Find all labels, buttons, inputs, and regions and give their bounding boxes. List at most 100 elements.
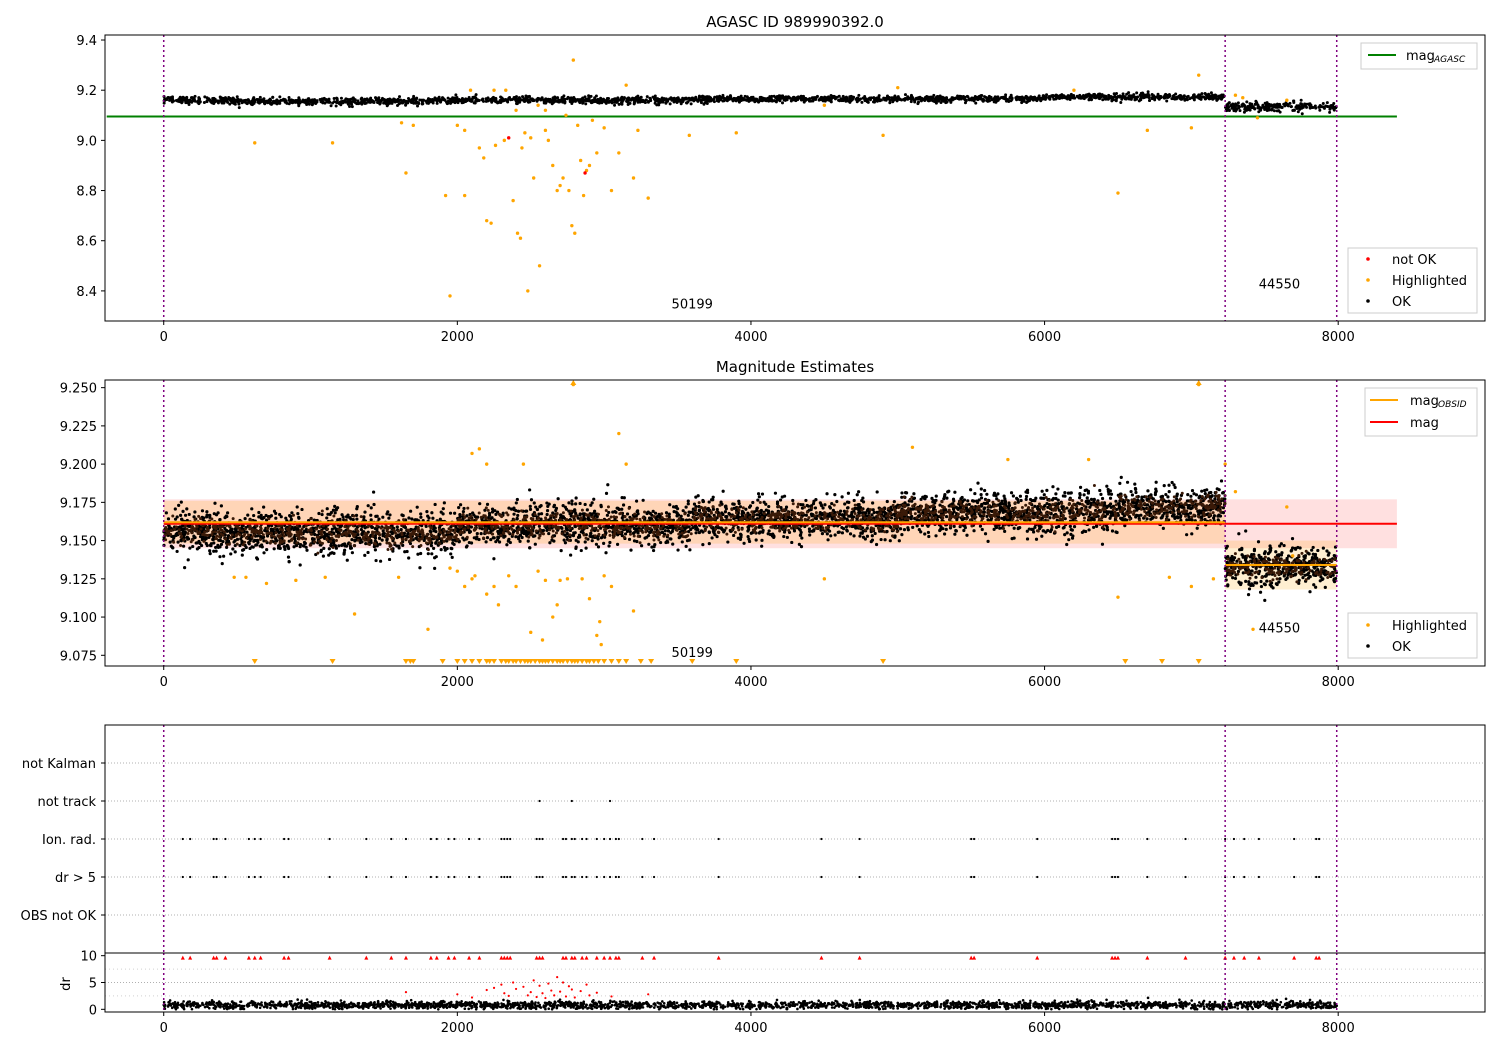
- ok-point: [305, 548, 309, 552]
- ok-point: [222, 554, 226, 558]
- ok-point: [616, 96, 620, 100]
- ok-point: [219, 96, 223, 100]
- ok-point: [821, 99, 825, 103]
- ok-point: [271, 95, 275, 99]
- ok-point: [328, 100, 332, 104]
- ok-point: [979, 96, 983, 100]
- ok-point: [657, 98, 661, 102]
- ok-point: [387, 516, 391, 520]
- highlighted-point: [404, 171, 408, 175]
- ok-point: [1082, 97, 1086, 101]
- ok-point: [219, 504, 223, 508]
- ok-point: [1126, 96, 1130, 100]
- ok-point: [288, 514, 292, 518]
- ok-point: [497, 100, 501, 104]
- ok-point: [695, 527, 700, 532]
- ok-point: [583, 540, 587, 544]
- ok-point: [369, 513, 373, 517]
- ok-point: [567, 501, 571, 505]
- ok-point: [187, 102, 191, 106]
- ok-point: [494, 512, 498, 517]
- ok-point: [499, 95, 503, 99]
- ok-point: [626, 96, 630, 100]
- ok-point: [216, 545, 220, 550]
- ok-point: [284, 99, 288, 103]
- ok-point: [938, 94, 942, 98]
- ok-point: [295, 505, 299, 509]
- ok-point: [1101, 98, 1105, 102]
- ok-point: [711, 498, 715, 502]
- ok-point: [687, 510, 691, 514]
- ok-point: [181, 95, 185, 99]
- highlighted-point: [609, 188, 614, 193]
- ok-point: [477, 537, 481, 542]
- ok-point: [959, 97, 963, 101]
- ok-point: [1018, 95, 1022, 99]
- ok-point: [250, 507, 254, 511]
- ok-point: [1211, 93, 1215, 97]
- ok-point: [416, 104, 420, 108]
- ok-point: [287, 96, 291, 100]
- ok-point: [333, 504, 337, 508]
- ok-point: [1227, 108, 1231, 112]
- ok-point: [354, 513, 359, 517]
- ok-point: [453, 511, 457, 515]
- ok-point: [168, 540, 172, 544]
- ok-point: [1008, 95, 1012, 99]
- ok-point: [1062, 95, 1066, 99]
- ok-point: [671, 542, 675, 546]
- ok-point: [420, 98, 424, 102]
- ok-point: [187, 100, 191, 104]
- ok-point: [446, 96, 450, 100]
- ok-point: [453, 99, 457, 103]
- ok-point: [605, 513, 609, 517]
- ok-point: [608, 540, 612, 545]
- ok-point: [820, 532, 825, 536]
- ok-point: [1170, 97, 1174, 101]
- ok-point: [415, 505, 419, 509]
- ok-point: [691, 526, 695, 530]
- highlighted-point: [571, 58, 576, 62]
- ok-point: [715, 95, 719, 99]
- ok-point: [182, 544, 186, 548]
- ok-point: [701, 543, 705, 547]
- ok-point: [606, 483, 610, 487]
- ok-point: [781, 96, 785, 100]
- ok-point: [607, 510, 611, 515]
- highlighted-point: [617, 151, 621, 155]
- ok-point: [1303, 103, 1307, 107]
- ok-point: [583, 502, 587, 507]
- ok-point: [506, 100, 510, 104]
- highlighted-point: [489, 221, 493, 225]
- ok-point: [648, 530, 652, 535]
- ok-point: [255, 543, 259, 547]
- ok-point: [512, 512, 516, 516]
- ok-point: [874, 542, 879, 547]
- ok-point: [202, 516, 206, 520]
- ok-point: [169, 544, 173, 548]
- ok-point: [721, 489, 725, 493]
- ok-point: [748, 504, 753, 508]
- ok-point: [1039, 97, 1043, 101]
- ok-point: [617, 102, 621, 106]
- ok-point: [754, 538, 758, 542]
- ok-point: [1056, 95, 1060, 99]
- ok-point: [193, 94, 197, 98]
- ok-point: [613, 510, 617, 514]
- ok-point: [472, 101, 476, 105]
- ok-point: [1196, 94, 1200, 98]
- ok-point: [474, 93, 478, 97]
- ok-point: [330, 527, 334, 531]
- ok-point: [990, 98, 994, 102]
- legend-mag-agasc-sub: AGASC: [1433, 55, 1466, 65]
- ok-point: [297, 104, 301, 108]
- ok-point: [815, 95, 819, 99]
- ok-point: [442, 97, 446, 101]
- ok-point: [607, 100, 611, 104]
- ok-point: [362, 100, 366, 104]
- ok-point: [372, 502, 376, 507]
- ok-point: [197, 102, 201, 106]
- ok-point: [434, 529, 438, 534]
- ok-point: [229, 98, 233, 102]
- ok-point: [205, 96, 209, 100]
